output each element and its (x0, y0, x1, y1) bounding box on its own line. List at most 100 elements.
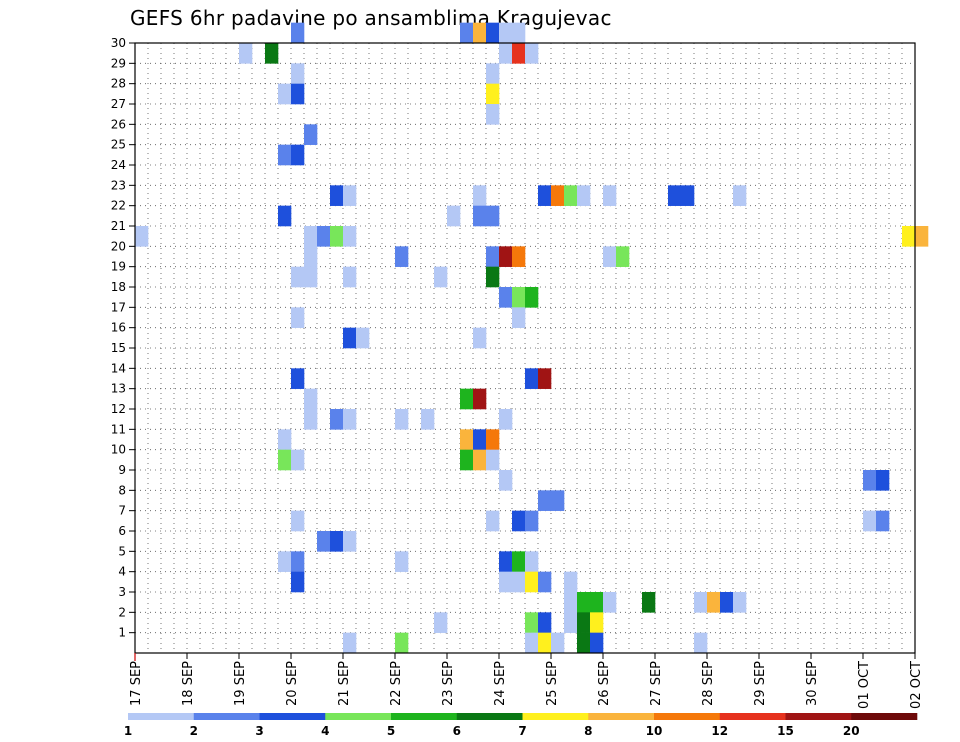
heatmap-cell (473, 185, 487, 206)
y-tick-label: 28 (111, 77, 126, 91)
heatmap-cell (291, 63, 305, 84)
heatmap-cell (486, 205, 500, 227)
legend-label: 1 (124, 724, 132, 738)
heatmap-cell (564, 592, 578, 613)
x-tick-label: 20 SEP (285, 661, 300, 706)
heatmap-cell (525, 632, 539, 654)
heatmap-cell (603, 592, 617, 613)
heatmap-cell (434, 612, 448, 633)
y-tick-label: 23 (111, 178, 126, 192)
heatmap-cell (733, 592, 747, 613)
heatmap-cell (356, 327, 370, 349)
heatmap-cell (499, 287, 513, 308)
legend-swatch (522, 713, 589, 720)
heatmap-cell (681, 185, 695, 206)
heatmap-cell (915, 226, 929, 247)
heatmap-cell (564, 612, 578, 633)
heatmap-cell (278, 429, 292, 450)
heatmap-cell (616, 246, 630, 267)
heatmap-cell (291, 449, 305, 471)
heatmap-cell (330, 185, 344, 206)
heatmap-cell (499, 22, 513, 44)
legend-label: 15 (777, 724, 794, 738)
heatmap-cell (343, 632, 357, 654)
heatmap-cell (265, 43, 279, 64)
x-tick-label: 28 SEP (701, 661, 716, 706)
heatmap-cell (395, 551, 409, 572)
legend-swatch (654, 713, 721, 720)
x-tick-label: 24 SEP (493, 661, 508, 706)
heatmap-cell (473, 205, 487, 227)
heatmap-cell (473, 449, 487, 471)
heatmap-cell (291, 144, 305, 166)
heatmap-cell (525, 571, 539, 593)
heatmap-cell (473, 429, 487, 450)
heatmap-cell (304, 409, 318, 430)
heatmap-cell (473, 327, 487, 349)
heatmap-cell (538, 368, 552, 389)
heatmap-cell (512, 246, 526, 267)
x-tick-label: 30 SEP (805, 661, 820, 706)
heatmap-cell (876, 470, 890, 491)
y-tick-label: 29 (111, 56, 126, 70)
y-tick-label: 12 (111, 402, 126, 416)
legend-label: 7 (518, 724, 526, 738)
legend-label: 3 (255, 724, 263, 738)
y-tick-label: 9 (118, 463, 126, 477)
y-tick-label: 17 (111, 300, 126, 314)
y-tick-label: 13 (111, 382, 126, 396)
heatmap-cell (395, 632, 409, 654)
heatmap-cell (291, 551, 305, 572)
y-tick-label: 19 (111, 260, 126, 274)
heatmap-cell (538, 632, 552, 654)
legend-swatch (851, 713, 918, 720)
x-tick-label: 22 SEP (389, 661, 404, 706)
heatmap-cell (395, 409, 409, 430)
heatmap-cell (512, 510, 526, 532)
heatmap-cell (577, 612, 591, 633)
heatmap-cell (330, 409, 344, 430)
heatmap-cell (343, 266, 357, 288)
heatmap-cell (577, 632, 591, 654)
heatmap-cell (278, 205, 292, 227)
heatmap-cell (330, 226, 344, 247)
y-tick-label: 16 (111, 321, 126, 335)
heatmap-cell (486, 266, 500, 288)
heatmap-cell (538, 185, 552, 206)
heatmap-cell (590, 632, 604, 654)
heatmap-cell (304, 246, 318, 267)
heatmap-cell (512, 307, 526, 328)
x-tick-label: 26 SEP (597, 661, 612, 706)
heatmap-cell (291, 510, 305, 532)
heatmap-cell (343, 185, 357, 206)
heatmap-cell (460, 22, 474, 44)
heatmap-cell (434, 266, 448, 288)
y-tick-label: 1 (118, 626, 126, 640)
y-tick-label: 8 (118, 483, 126, 497)
heatmap-cell (291, 83, 305, 105)
legend-swatch (785, 713, 852, 720)
legend-label: 10 (646, 724, 663, 738)
legend-label: 8 (584, 724, 592, 738)
heatmap-cell (304, 388, 318, 410)
heatmap-cell (512, 551, 526, 572)
heatmap-cell (486, 510, 500, 532)
heatmap-cell (486, 22, 500, 44)
y-tick-label: 18 (111, 280, 126, 294)
legend-swatch (325, 713, 392, 720)
heatmap-cell (486, 104, 500, 125)
heatmap-cell (590, 612, 604, 633)
x-tick-label: 02 OCT (909, 661, 924, 709)
x-tick-label: 17 SEP (129, 661, 144, 706)
heatmap-cell (239, 43, 253, 64)
y-tick-label: 21 (111, 219, 126, 233)
y-tick-label: 5 (118, 544, 126, 558)
heatmap-cell (421, 409, 435, 430)
y-tick-label: 14 (111, 361, 126, 375)
heatmap-cell (499, 43, 513, 64)
heatmap-cell (694, 632, 708, 654)
legend-swatch (456, 713, 523, 720)
heatmap-cell (551, 632, 565, 654)
legend-swatch (128, 713, 195, 720)
